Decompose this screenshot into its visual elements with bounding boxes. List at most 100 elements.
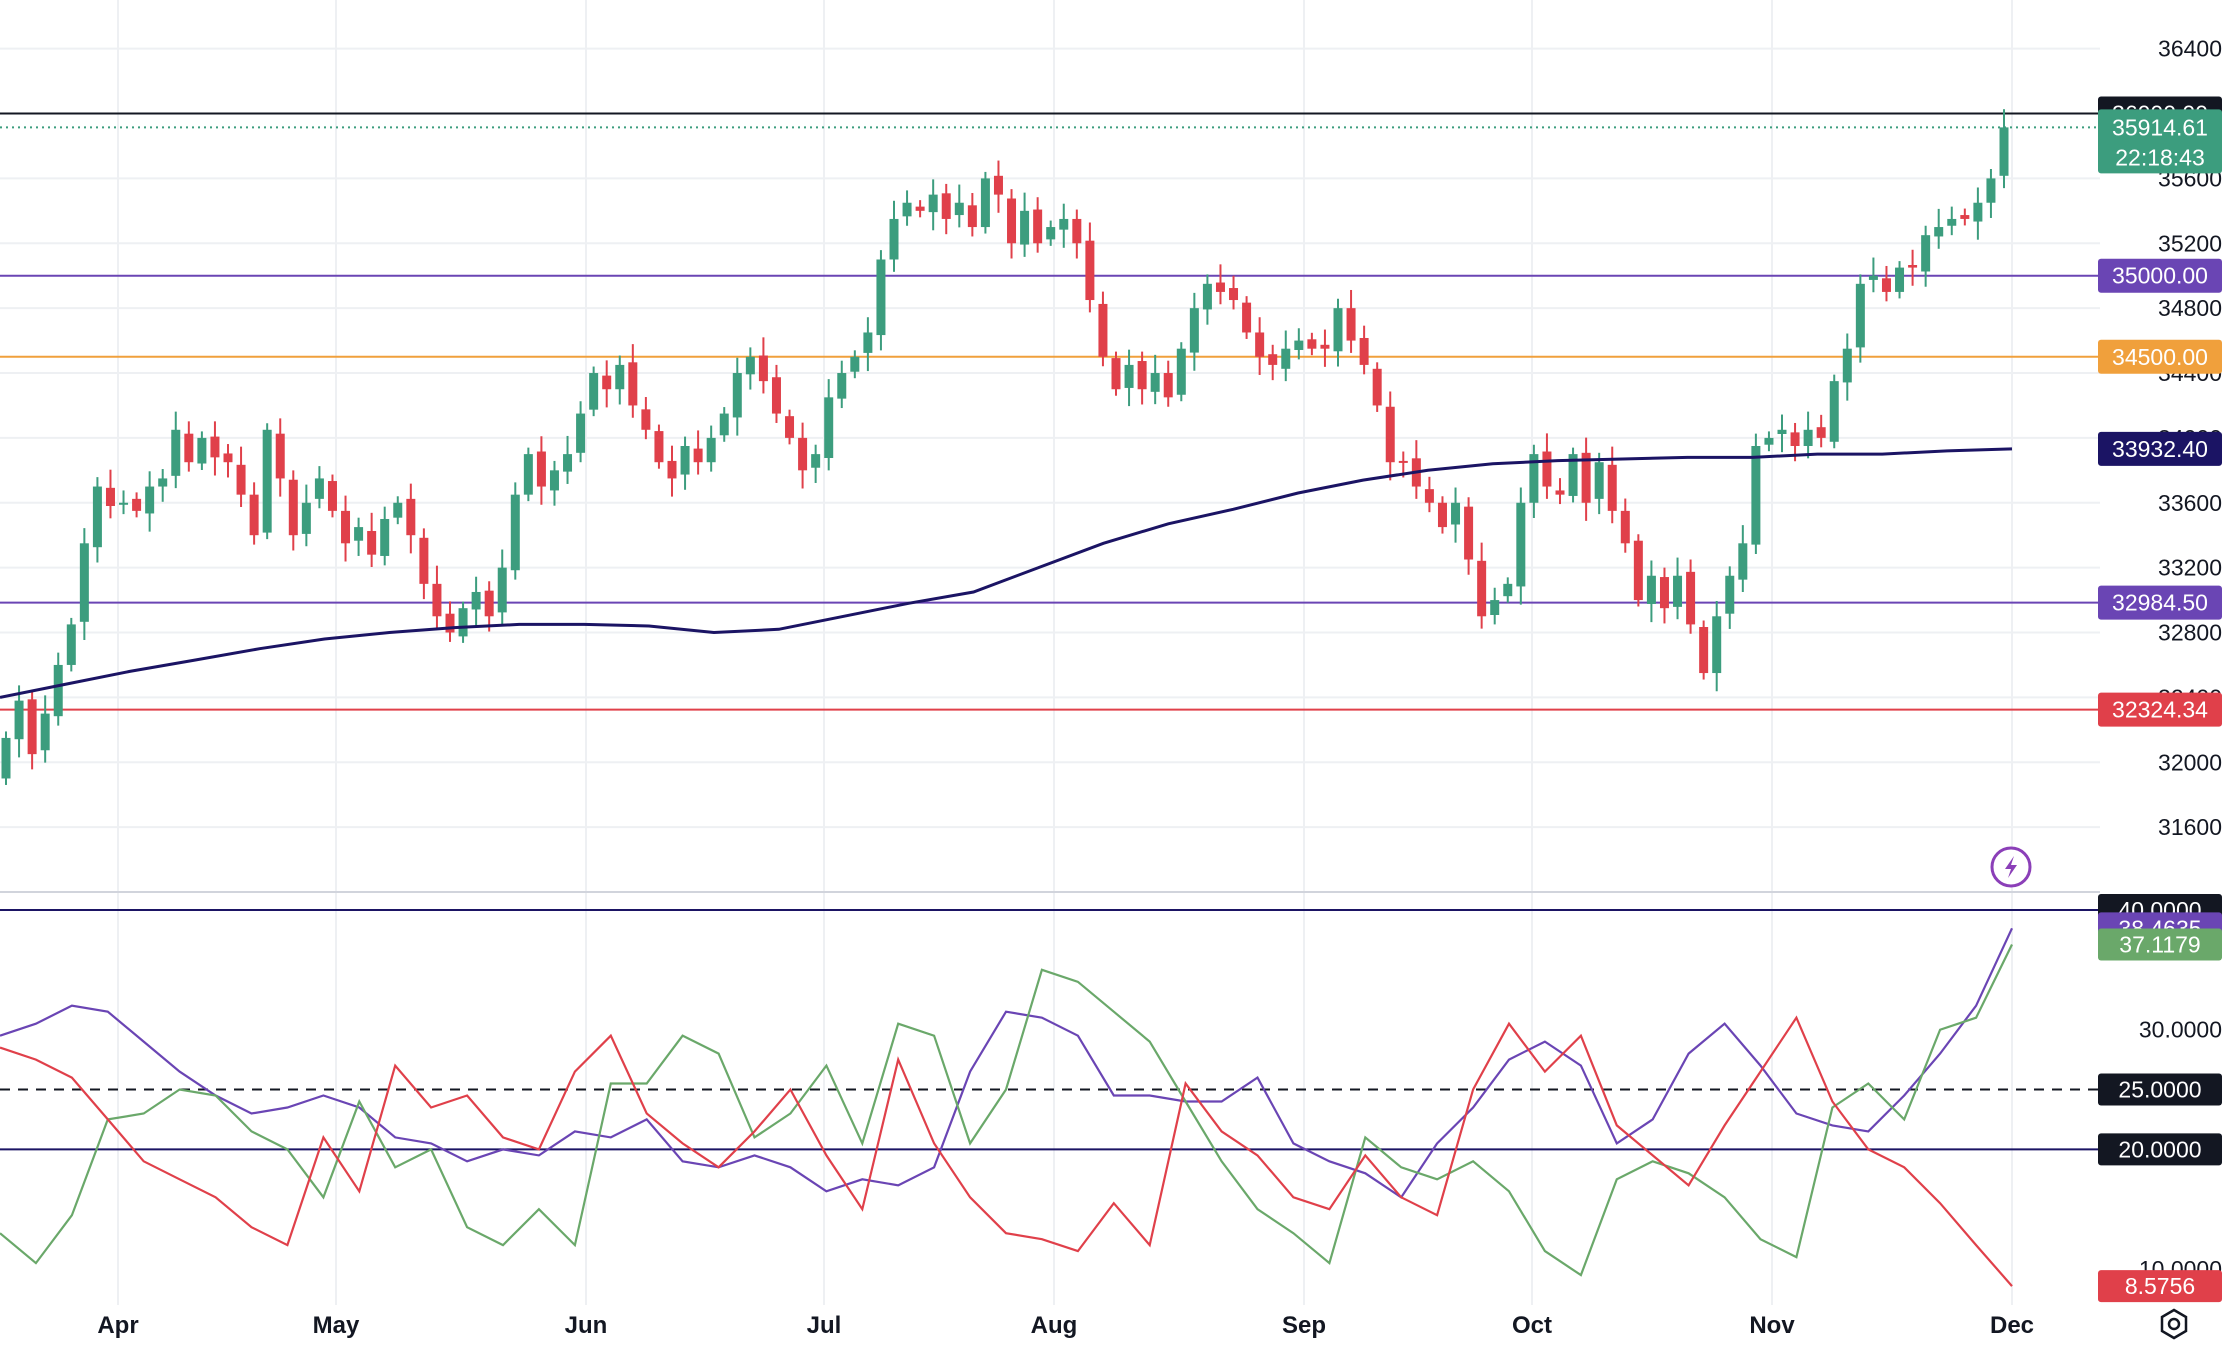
month-label: Jun: [565, 1312, 608, 1339]
candle-body: [523, 454, 533, 495]
sma-value-tag-text: 33932.40: [2112, 436, 2208, 462]
candle-body: [288, 479, 298, 536]
last-price-value: 35914.61: [2112, 114, 2208, 140]
candle-body: [1150, 373, 1160, 392]
lightning-icon[interactable]: [1990, 846, 2032, 888]
candle-body: [380, 518, 390, 556]
candle-body: [1490, 600, 1500, 615]
candle-body: [1176, 348, 1186, 395]
candle-body: [53, 664, 63, 717]
candle-body: [1137, 361, 1147, 390]
indicator-value-tag-text: 37.1179: [2119, 931, 2200, 957]
candle-body: [811, 454, 821, 468]
candlestick-series: [1, 109, 2009, 785]
indicator-level-tag: 25.0000: [2098, 1073, 2222, 1106]
price-level-tag-bg: [2098, 339, 2222, 374]
candle-body: [432, 583, 442, 617]
candle-body: [1659, 577, 1669, 609]
candle-body: [458, 608, 468, 637]
candle-body: [1320, 344, 1330, 349]
candle-body: [275, 433, 285, 479]
candle-body: [1555, 490, 1565, 495]
candle-body: [758, 355, 768, 382]
candle-body: [119, 502, 129, 505]
candle-body: [367, 530, 377, 555]
candle-body: [341, 510, 351, 544]
candle-body: [576, 413, 586, 453]
candle-body: [1503, 583, 1513, 597]
countdown-timer: 22:18:43: [2115, 144, 2205, 170]
settings-gear-icon[interactable]: [2160, 1308, 2188, 1340]
candle-body: [785, 416, 795, 438]
candle-body: [667, 460, 677, 479]
candle-body: [563, 454, 573, 472]
candle-body: [1, 737, 11, 779]
candle-body: [92, 486, 102, 548]
price-tick-label: 32000: [2158, 749, 2222, 775]
candle-body: [732, 373, 742, 418]
candle-body: [14, 700, 24, 740]
candle-body: [1777, 429, 1787, 434]
candle-body: [1007, 198, 1017, 244]
candle-body: [171, 429, 181, 476]
candle-body: [1072, 218, 1082, 244]
candle-body: [1163, 373, 1173, 398]
candle-body: [1803, 429, 1813, 446]
candle-body: [1124, 364, 1134, 388]
price-level-tag-bg: [2098, 585, 2222, 620]
sma-value-tag: 33932.40: [2098, 431, 2222, 466]
candle-body: [1464, 506, 1474, 560]
candle-body: [1437, 502, 1447, 528]
time-axis[interactable]: Apr May Jun Jul Aug Sep Oct Nov Dec: [97, 1312, 2034, 1339]
month-label: May: [313, 1312, 360, 1339]
candle-body: [1607, 464, 1617, 511]
candle-body: [301, 502, 311, 534]
candle-body: [628, 362, 638, 406]
candle-body: [1281, 348, 1291, 369]
price-level-lines: [0, 112, 2100, 711]
candle-body: [654, 431, 664, 463]
price-level-tag: 32324.34: [2098, 692, 2222, 727]
candle-body: [249, 494, 259, 536]
candle-body: [105, 487, 115, 507]
indicator-level-tag: 20.0000: [2098, 1133, 2222, 1166]
last-price-tag: 35914.61 22:18:43: [2098, 109, 2222, 174]
candle-body: [1398, 460, 1408, 463]
candle-body: [1202, 283, 1212, 310]
candle-body: [1529, 454, 1539, 503]
candle-body: [66, 624, 76, 665]
candle-body: [1842, 348, 1852, 383]
candle-body: [719, 413, 729, 436]
candle-body: [1307, 339, 1317, 349]
candle-body: [223, 453, 233, 463]
candle-body: [745, 356, 755, 375]
candle-body: [497, 567, 507, 613]
candle-body: [1111, 358, 1121, 390]
price-level-tag: 35000.00: [2098, 258, 2222, 293]
candle-body: [1333, 308, 1343, 352]
candle-body: [1921, 235, 1931, 272]
candle-body: [1686, 571, 1696, 625]
candle-body: [1215, 282, 1225, 292]
month-label: Jul: [807, 1312, 842, 1339]
price-tick-label: 32800: [2158, 620, 2222, 646]
candle-body: [693, 448, 703, 463]
candle-body: [236, 464, 246, 495]
price-level-tag: 34500.00: [2098, 339, 2222, 374]
price-level-tag-text: 32324.34: [2112, 697, 2208, 723]
candle-body: [1516, 502, 1526, 587]
candle-body: [27, 699, 37, 755]
candle-body: [589, 373, 599, 410]
candle-body: [197, 437, 207, 464]
candle-body: [1542, 451, 1552, 487]
price-tick-label: 31600: [2158, 814, 2222, 840]
candle-body: [314, 478, 324, 499]
candle-body: [1033, 209, 1043, 244]
candle-body: [876, 259, 886, 336]
candle-body: [1046, 227, 1056, 240]
price-level-tag: 32984.50: [2098, 585, 2222, 620]
candle-body: [1881, 278, 1891, 292]
candle-body: [184, 433, 194, 463]
